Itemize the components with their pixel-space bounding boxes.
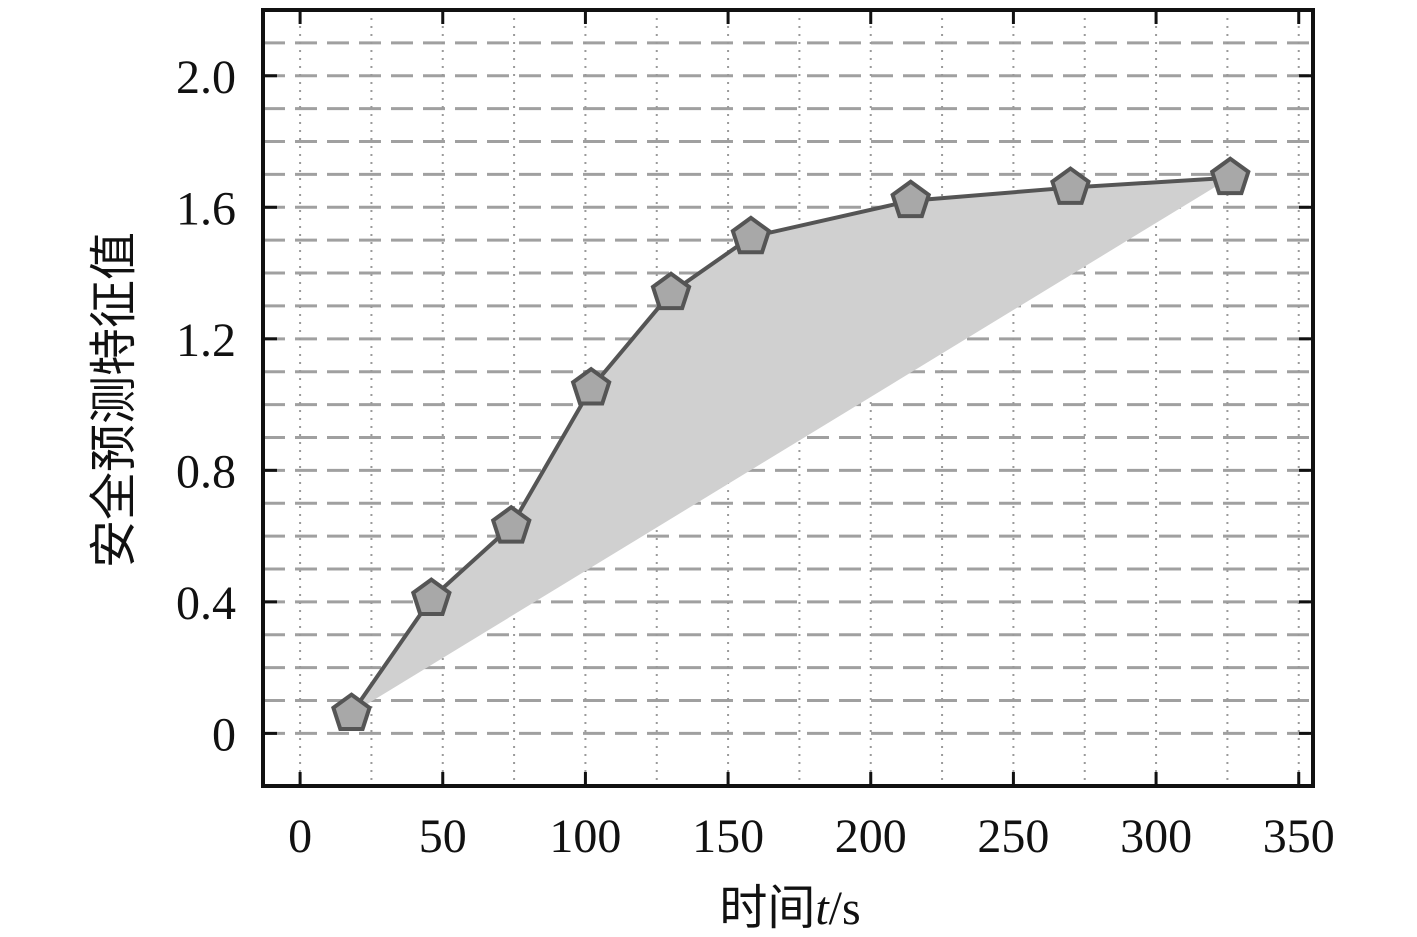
shaded-region xyxy=(351,177,1231,714)
y-tick-label: 0.8 xyxy=(176,445,236,498)
plot-frame xyxy=(261,8,1315,788)
x-tick-label: 200 xyxy=(835,810,907,863)
y-tick-label: 2.0 xyxy=(176,51,236,104)
data-point-marker xyxy=(730,215,772,255)
x-tick-label: 100 xyxy=(549,810,621,863)
y-tick-labels: 0 0.4 0.8 1.2 1.6 2.0 xyxy=(176,51,236,762)
data-point-marker xyxy=(410,577,452,616)
y-tick-label: 0 xyxy=(212,708,236,761)
data-point-marker xyxy=(650,271,692,311)
y-tick-label: 1.6 xyxy=(176,182,236,235)
data-point-marker xyxy=(1050,166,1091,205)
data-point-marker xyxy=(890,179,932,219)
x-tick-label: 250 xyxy=(977,810,1049,863)
x-axis-title-var: t xyxy=(815,882,830,935)
y-axis-title: 安全预测特征值 xyxy=(88,232,141,568)
y-tick-label: 1.2 xyxy=(176,314,236,367)
x-tick-labels: 0 50 100 150 200 250 300 350 xyxy=(288,810,1335,863)
x-tick-label: 50 xyxy=(419,810,467,863)
x-tick-label: 300 xyxy=(1120,810,1192,863)
markers xyxy=(331,156,1251,732)
y-tick-label: 0.4 xyxy=(176,577,236,630)
data-point-marker xyxy=(1209,156,1251,196)
x-tick-label: 350 xyxy=(1263,810,1335,863)
x-tick-label: 150 xyxy=(692,810,764,863)
x-axis-title-unit: /s xyxy=(829,882,861,935)
x-tick-label: 0 xyxy=(288,810,312,863)
x-axis-title: 时间t/s xyxy=(719,882,860,935)
ticks xyxy=(263,10,1313,786)
data-point-marker xyxy=(331,692,372,732)
data-point-marker xyxy=(570,366,612,406)
x-axis-title-prefix: 时间 xyxy=(719,882,815,935)
data-point-marker xyxy=(490,504,532,544)
